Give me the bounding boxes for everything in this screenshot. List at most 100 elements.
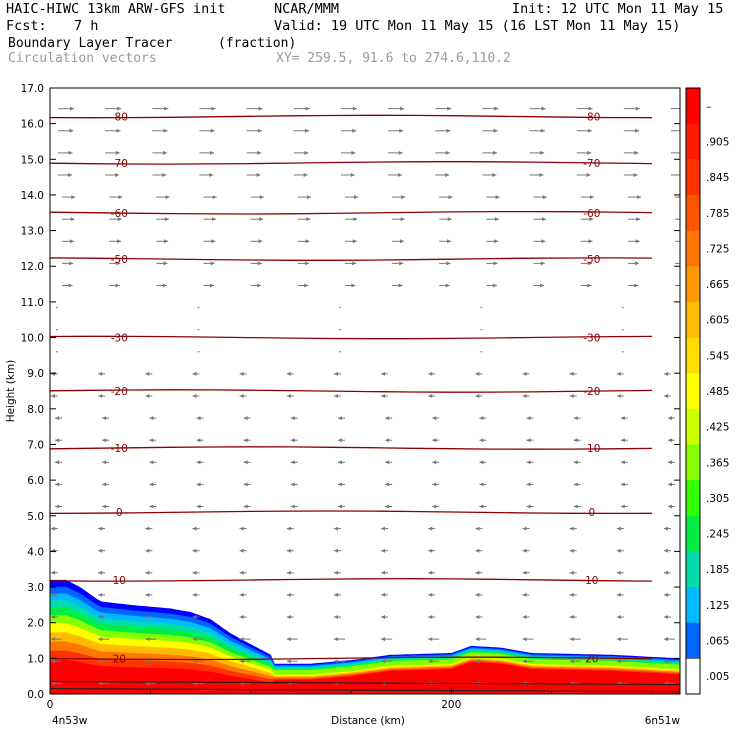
- wind-vector-head: [398, 150, 403, 155]
- colorbar-swatch: [686, 337, 700, 374]
- wind-vector-head: [351, 150, 356, 155]
- wind-vector-head: [522, 592, 527, 597]
- colorbar-label: .665: [706, 279, 729, 291]
- wind-vector-head: [493, 261, 498, 266]
- wind-vector-head: [522, 393, 527, 398]
- wind-vector-head: [286, 615, 291, 620]
- wind-vector-head: [667, 504, 672, 509]
- surface-contour-line: [50, 680, 680, 686]
- wind-vector-head: [192, 659, 197, 664]
- wind-vector-head: [209, 172, 214, 177]
- wind-vector-head: [381, 393, 386, 398]
- wind-vector-head: [333, 526, 338, 531]
- xy-coordinates: XY= 259.5, 91.6 to 274.6,110.2: [276, 51, 511, 66]
- wind-vector-head: [243, 482, 248, 487]
- contour-label: 20: [113, 653, 126, 665]
- wind-vector-head: [192, 592, 197, 597]
- wind-vector-head: [569, 393, 574, 398]
- wind-vector-head: [588, 106, 593, 111]
- y-tick-label: 8.0: [27, 404, 44, 416]
- wind-vector-head: [51, 570, 56, 575]
- wind-vector-head: [145, 548, 150, 553]
- wind-vector-head: [239, 570, 244, 575]
- colorbar-swatch: [686, 373, 700, 410]
- colorbar-frame: [685, 87, 701, 695]
- wind-vector-head: [117, 217, 122, 222]
- wind-vector-head: [210, 128, 215, 133]
- wind-vector-head: [381, 548, 386, 553]
- wind-vector-head: [192, 393, 197, 398]
- wind-vector-head: [663, 570, 668, 575]
- wind-vector-head: [492, 150, 497, 155]
- wind-vector-head: [145, 393, 150, 398]
- colorbar-label: –: [706, 101, 711, 113]
- colorbar-label: .485: [706, 386, 729, 398]
- y-tick-label: 3.0: [27, 582, 44, 594]
- colorbar-label: .725: [706, 243, 729, 255]
- wind-vector-head: [211, 239, 216, 244]
- wind-vector-head: [381, 615, 386, 620]
- wind-vector-head: [663, 548, 668, 553]
- wind-vector-head: [494, 239, 499, 244]
- plot-frame: [49, 87, 681, 695]
- wind-vector-head: [305, 106, 310, 111]
- wind-vector-head: [445, 283, 450, 288]
- wind-vector-head: [475, 659, 480, 664]
- wind-vector-head: [98, 548, 103, 553]
- wind-vector-head: [196, 460, 201, 465]
- wind-vector-head: [68, 150, 73, 155]
- wind-vector-head: [522, 615, 527, 620]
- wind-vector-head: [239, 393, 244, 398]
- wind-vector-head: [286, 637, 291, 642]
- wind-vector-head: [479, 482, 484, 487]
- wind-vector-head: [51, 659, 56, 664]
- wind-vector-head: [398, 283, 403, 288]
- wind-vector-head: [399, 128, 404, 133]
- y-tick-label: 10.0: [21, 333, 44, 345]
- wind-vector-head: [165, 195, 170, 200]
- wind-vector-head: [286, 393, 291, 398]
- wind-vector-head: [243, 416, 248, 421]
- y-tick-label: 13.0: [21, 226, 44, 238]
- wind-vector-head: [635, 239, 640, 244]
- contour-line: [50, 161, 652, 165]
- wind-vector-head: [192, 526, 197, 531]
- wind-vector-head: [445, 172, 450, 177]
- wind-vector-head: [196, 416, 201, 421]
- wind-vector-head: [492, 172, 497, 177]
- wind-vector-head: [634, 283, 639, 288]
- wind-vector-head: [304, 261, 309, 266]
- wind-vector-head: [239, 637, 244, 642]
- colorbar-label: .005: [706, 671, 729, 683]
- wind-vector-head: [616, 659, 621, 664]
- wind-vector-head: [290, 460, 295, 465]
- contour-label: -60: [111, 208, 128, 220]
- wind-vector-head: [51, 615, 56, 620]
- wind-vector-head: [667, 416, 672, 421]
- wind-vector-head: [682, 151, 686, 155]
- wind-vector-head: [428, 526, 433, 531]
- wind-vector-head: [337, 438, 342, 443]
- wind-vector-head: [616, 570, 621, 575]
- wind-vector-head: [432, 416, 437, 421]
- contour-line: [50, 335, 652, 340]
- wind-vector-head: [400, 106, 405, 111]
- wind-vector-head: [239, 526, 244, 531]
- colorbar-swatch: [686, 480, 700, 517]
- wind-vector-head: [475, 615, 480, 620]
- wind-vector-head: [352, 128, 357, 133]
- wind-vector-head: [243, 438, 248, 443]
- colorbar-swatch: [686, 622, 700, 659]
- wind-vector-head: [145, 659, 150, 664]
- wind-vector-head: [522, 526, 527, 531]
- wind-vector-head: [164, 217, 169, 222]
- contour-line: [50, 656, 652, 661]
- wind-vector-head: [117, 106, 122, 111]
- wind-vector-head: [333, 393, 338, 398]
- wind-vector-head: [118, 195, 123, 200]
- wind-vector-head: [102, 438, 107, 443]
- wind-vector-head: [239, 548, 244, 553]
- wind-vector-head: [475, 526, 480, 531]
- wind-vector-head: [381, 659, 386, 664]
